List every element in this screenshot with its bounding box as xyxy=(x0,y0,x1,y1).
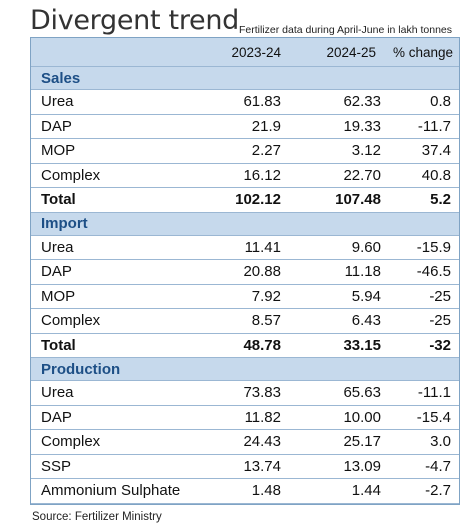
value-change: 37.4 xyxy=(421,142,451,160)
value-change: 40.8 xyxy=(421,166,451,184)
value-change: -11.1 xyxy=(417,384,451,402)
table-total-row: Total 102.12 107.48 5.2 xyxy=(31,188,459,213)
section-header-sales: Sales xyxy=(31,67,459,90)
value-2023-24: 16.12 xyxy=(243,166,281,184)
value-change: -11.7 xyxy=(417,117,451,135)
section-title: Production xyxy=(41,360,121,378)
table-row: SSP 13.74 13.09 -4.7 xyxy=(31,455,459,479)
row-label: DAP xyxy=(41,408,72,426)
table-row: Urea 11.41 9.60 -15.9 xyxy=(31,236,459,260)
value-2024-25: 6.43 xyxy=(351,312,381,330)
value-2024-25: 22.70 xyxy=(343,166,381,184)
table-row: DAP 11.82 10.00 -15.4 xyxy=(31,406,459,430)
row-label: Ammonium Sulphate xyxy=(41,482,181,500)
value-2024-25: 62.33 xyxy=(343,93,381,111)
value-2023-24: 7.92 xyxy=(251,287,281,305)
row-label: Total xyxy=(41,336,76,354)
section-title: Import xyxy=(41,215,88,232)
row-label: Urea xyxy=(41,93,74,111)
value-2024-25: 5.94 xyxy=(351,287,381,305)
table-row: Complex 8.57 6.43 -25 xyxy=(31,309,459,334)
value-change: -4.7 xyxy=(425,457,451,475)
value-2024-25: 9.60 xyxy=(351,238,381,256)
section-title: Sales xyxy=(41,69,81,87)
table-row: Complex 24.43 25.17 3.0 xyxy=(31,430,459,455)
value-2024-25: 1.44 xyxy=(351,482,381,500)
value-2023-24: 48.78 xyxy=(243,336,281,354)
row-label: Urea xyxy=(41,238,74,256)
value-2024-25: 13.09 xyxy=(343,457,381,475)
column-header-2024-25: 2024-25 xyxy=(326,44,376,60)
value-2023-24: 13.74 xyxy=(243,457,281,475)
value-2024-25: 3.12 xyxy=(351,142,381,160)
value-change: -25 xyxy=(429,287,451,305)
section-header-production: Production xyxy=(31,358,459,381)
table-row: Ammonium Sulphate 1.48 1.44 -2.7 xyxy=(31,479,459,504)
value-change: 0.8 xyxy=(430,93,451,111)
value-change: -25 xyxy=(429,312,451,330)
table-header-row: 2023-24 2024-25 % change xyxy=(31,38,459,67)
row-label: MOP xyxy=(41,142,76,160)
row-label: Complex xyxy=(41,166,101,184)
value-change: -2.7 xyxy=(425,482,451,500)
row-label: Urea xyxy=(41,384,74,402)
value-2024-25: 115.33 xyxy=(281,504,381,505)
value-change: 5.2 xyxy=(430,191,451,209)
value-2023-24: 1.48 xyxy=(251,482,281,500)
value-change: -32 xyxy=(429,336,451,354)
value-2024-25: 25.17 xyxy=(343,433,381,451)
row-label: MOP xyxy=(41,287,76,305)
value-2024-25: 33.15 xyxy=(343,336,381,354)
value-2024-25: 10.00 xyxy=(343,408,381,426)
row-label: Complex xyxy=(41,433,101,451)
value-2023-24: 20.88 xyxy=(243,263,281,281)
section-header-import: Import xyxy=(31,212,459,236)
column-header-change: % change xyxy=(392,44,453,60)
row-label: DAP xyxy=(41,117,72,135)
value-2023-24: 102.12 xyxy=(235,191,281,209)
value-change: 3.0 xyxy=(430,433,451,451)
value-2023-24: 2.27 xyxy=(251,142,281,160)
table-row: Complex 16.12 22.70 40.8 xyxy=(31,164,459,188)
table-total-row: Total 125.3115.33-8.0 xyxy=(31,504,459,505)
row-label: Total xyxy=(41,191,76,209)
value-change: -46.5 xyxy=(416,263,451,281)
row-label: DAP xyxy=(41,263,72,281)
source-note: Source: Fertilizer Ministry xyxy=(32,511,162,523)
value-2023-24: 24.43 xyxy=(243,433,281,451)
fertilizer-table: 2023-24 2024-25 % change Sales Urea 61.83 6… xyxy=(30,37,460,505)
table-row: Urea 61.83 62.33 0.8 xyxy=(31,90,459,115)
value-2023-24: 21.9 xyxy=(251,117,281,135)
value-2024-25: 11.18 xyxy=(344,263,381,281)
value-2023-24: 11.82 xyxy=(244,408,281,426)
row-label: Total xyxy=(41,504,76,505)
table-row: MOP 7.92 5.94 -25 xyxy=(31,285,459,309)
table-row: DAP 21.9 19.33 -11.7 xyxy=(31,115,459,139)
page-title: Divergent trend xyxy=(30,5,239,36)
value-2024-25: 107.48 xyxy=(335,191,381,209)
value-change: -15.4 xyxy=(416,408,451,426)
value-change: -15.9 xyxy=(416,238,451,256)
value-2024-25: 19.33 xyxy=(343,117,381,135)
value-2023-24: 61.83 xyxy=(243,93,281,111)
value-2023-24: 73.83 xyxy=(243,384,281,402)
table-row: MOP 2.27 3.12 37.4 xyxy=(31,139,459,164)
row-label: SSP xyxy=(41,457,72,475)
value-2023-24: 11.41 xyxy=(244,238,281,256)
row-label: Complex xyxy=(41,312,101,330)
value-2024-25: 65.63 xyxy=(343,384,381,402)
column-header-2023-24: 2023-24 xyxy=(231,44,281,60)
table-body: Sales Urea 61.83 62.33 0.8 DAP 21.9 19.33 -11.7 M… xyxy=(31,67,459,505)
page-subtitle: Fertilizer data during April-June in lak… xyxy=(238,24,452,36)
value-2023-24: 125.3 xyxy=(171,504,281,505)
table-total-row: Total 48.78 33.15 -32 xyxy=(31,334,459,358)
title-row: Divergent trend Fertilizer data during A… xyxy=(30,4,460,38)
table-row: Urea 73.83 65.63 -11.1 xyxy=(31,381,459,406)
value-2023-24: 8.57 xyxy=(251,312,281,330)
table-row: DAP 20.88 11.18 -46.5 xyxy=(31,260,459,285)
value-change: -8.0 xyxy=(381,504,451,505)
